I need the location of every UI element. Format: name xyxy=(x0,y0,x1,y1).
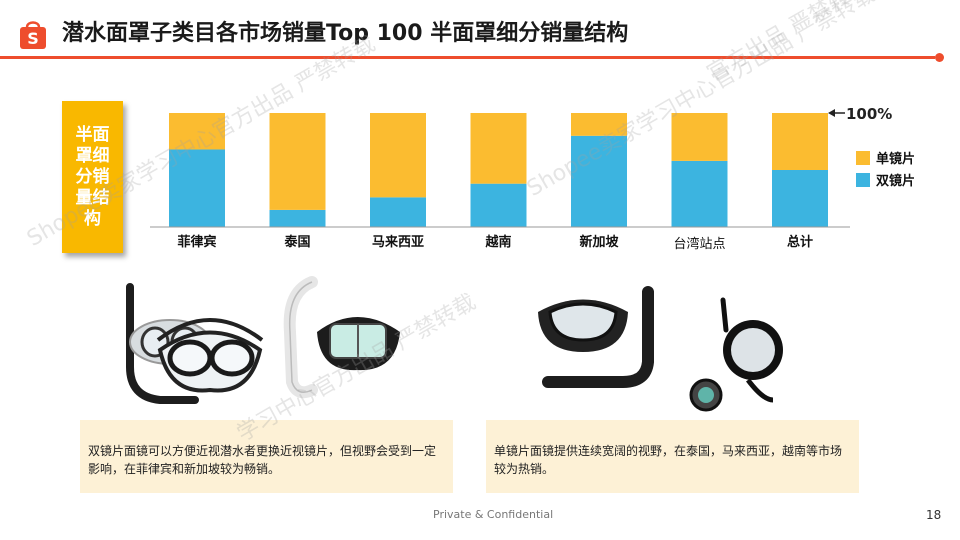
legend-label-1: 双镜片 xyxy=(876,173,915,189)
logo-glyph: S xyxy=(27,29,39,48)
x-tick-label-5: 台湾站点 xyxy=(673,236,725,252)
title-divider-dot xyxy=(935,53,944,62)
legend-swatch-0 xyxy=(856,151,870,165)
bar-dual-1 xyxy=(269,209,326,227)
bar-dual-3 xyxy=(470,183,527,227)
bar-dual-4 xyxy=(571,135,627,227)
product-photo-white-snorkel-mask xyxy=(283,276,400,399)
bar-single-1 xyxy=(269,113,326,210)
x-tick-label-6: 总计 xyxy=(787,234,813,250)
product-photo-dual-lens-mask-front xyxy=(156,318,264,393)
bar-dual-2 xyxy=(370,197,426,227)
x-tick-label-1: 泰国 xyxy=(283,234,310,250)
title-divider xyxy=(0,56,935,59)
caption-dual-lens: 双镜片面镜可以方便近视潜水者更换近视镜片，但视野会受到一定影响，在菲律宾和新加坡… xyxy=(80,420,453,493)
caption-single-lens-text: 单镜片面镜提供连续宽阔的视野，在泰国，马来西亚，越南等市场较为热销。 xyxy=(494,444,843,476)
side-label-box: 半面罩细分销量结构 xyxy=(62,101,123,253)
annotation-arrow-head xyxy=(828,109,835,117)
bar-single-5 xyxy=(671,113,728,161)
confidential-footer: Private & Confidential xyxy=(433,508,554,521)
caption-dual-lens-text: 双镜片面镜可以方便近视潜水者更换近视镜片，但视野会受到一定影响，在菲律宾和新加坡… xyxy=(88,444,437,476)
bar-single-2 xyxy=(370,113,426,198)
bar-dual-5 xyxy=(671,160,728,227)
annotation-label: 100% xyxy=(846,105,892,123)
bar-dual-6 xyxy=(772,170,828,227)
shopee-logo-icon: S xyxy=(20,21,46,49)
bar-dual-0 xyxy=(169,149,225,227)
legend-swatch-1 xyxy=(856,173,870,187)
product-photo-single-lens-mask-black xyxy=(538,286,654,388)
x-tick-label-2: 马来西亚 xyxy=(372,234,424,250)
bar-single-4 xyxy=(571,113,627,136)
product-photo-full-face-mask xyxy=(689,297,783,412)
page-number: 18 xyxy=(926,508,942,522)
legend-label-0: 单镜片 xyxy=(876,151,915,167)
bar-single-6 xyxy=(772,113,828,170)
caption-single-lens: 单镜片面镜提供连续宽阔的视野，在泰国，马来西亚，越南等市场较为热销。 xyxy=(486,420,859,493)
x-tick-label-0: 菲律宾 xyxy=(177,234,216,250)
bar-single-0 xyxy=(169,113,225,150)
x-tick-label-4: 新加坡 xyxy=(579,234,619,250)
side-label-text: 半面罩细分销量结构 xyxy=(75,124,110,229)
bar-single-3 xyxy=(470,113,527,184)
page-title: 潜水面罩子类目各市场销量Top 100 半面罩细分销量结构 xyxy=(62,21,629,46)
x-tick-label-3: 越南 xyxy=(484,234,511,250)
